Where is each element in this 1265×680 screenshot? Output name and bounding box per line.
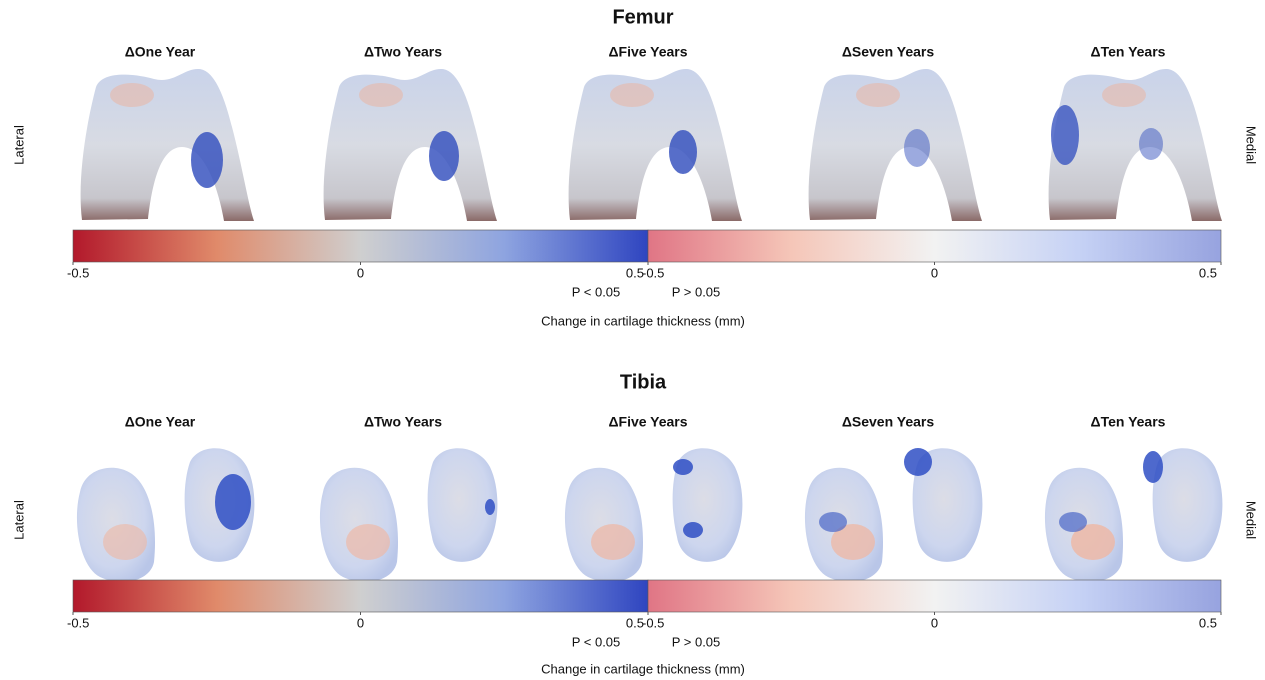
significance-label: P > 0.05 [672, 634, 721, 649]
change-patch [819, 512, 847, 532]
change-patch [856, 83, 900, 107]
femur-render [1049, 69, 1222, 221]
section-title: Tibia [620, 371, 667, 393]
change-patch [669, 130, 697, 174]
column-title: ΔTwo Years [364, 44, 442, 60]
tibia-lateral [805, 468, 883, 582]
significance-label: P < 0.05 [572, 634, 621, 649]
tibia-surface [320, 468, 398, 582]
side-label: Lateral [11, 125, 26, 165]
side-label: Medial [1244, 126, 1259, 164]
tibia-lateral [77, 468, 155, 582]
tibia-surface [77, 468, 155, 582]
tibia-surface [565, 468, 643, 582]
femur-render [81, 69, 254, 221]
tick-label: 0 [931, 265, 938, 280]
femur-render [324, 69, 497, 221]
colorbar [73, 580, 648, 612]
column-title: ΔOne Year [125, 44, 196, 60]
colorbar [648, 230, 1221, 262]
tibia-lateral [320, 468, 398, 582]
significance-label: P < 0.05 [572, 284, 621, 299]
column-title: ΔFive Years [608, 414, 687, 430]
colorbar [648, 580, 1221, 612]
tibia-medial [1143, 448, 1222, 562]
side-label: Lateral [11, 500, 26, 540]
change-patch [110, 83, 154, 107]
colorbar [73, 230, 648, 262]
column-title: ΔTwo Years [364, 414, 442, 430]
tick-label: -0.5 [642, 265, 664, 280]
change-patch [191, 132, 223, 188]
section-title: Femur [612, 6, 673, 28]
tibia-medial [673, 448, 743, 562]
change-patch [1059, 512, 1087, 532]
tibia-surface [1153, 448, 1223, 562]
change-patch [673, 459, 693, 475]
column-title: ΔSeven Years [842, 414, 935, 430]
change-patch [103, 524, 147, 560]
column-title: ΔOne Year [125, 414, 196, 430]
tick-label: 0.5 [1199, 265, 1217, 280]
change-patch [485, 499, 495, 515]
femur-render [809, 69, 982, 221]
change-patch [346, 524, 390, 560]
column-title: ΔSeven Years [842, 44, 935, 60]
change-patch [429, 131, 459, 181]
femur-surface [569, 69, 742, 221]
column-title: ΔTen Years [1091, 414, 1166, 430]
tick-label: 0.5 [1199, 615, 1217, 630]
tibia-lateral [565, 468, 643, 582]
change-patch [610, 83, 654, 107]
change-patch [904, 129, 930, 167]
tick-label: 0 [357, 265, 364, 280]
change-patch [359, 83, 403, 107]
femur-surface [81, 69, 254, 221]
column-title: ΔFive Years [608, 44, 687, 60]
change-patch [1051, 105, 1079, 165]
femur-render [569, 69, 742, 221]
change-patch [215, 474, 251, 530]
change-patch [591, 524, 635, 560]
change-patch [904, 448, 932, 476]
tibia-medial [904, 448, 982, 562]
colorbar-label: Change in cartilage thickness (mm) [541, 313, 745, 328]
colorbar-label: Change in cartilage thickness (mm) [541, 661, 745, 676]
tibia-medial [428, 448, 498, 562]
tick-label: -0.5 [642, 615, 664, 630]
change-patch [683, 522, 703, 538]
tick-label: 0 [931, 615, 938, 630]
side-label: Medial [1244, 501, 1259, 539]
significance-label: P > 0.05 [672, 284, 721, 299]
tibia-lateral [1045, 468, 1123, 582]
change-patch [1102, 83, 1146, 107]
tibia-medial [185, 448, 255, 562]
figure: Femur ΔOne Year ΔTwo Years ΔFive Years ΔSeve… [0, 0, 1265, 680]
change-patch [1143, 451, 1163, 483]
femur-surface [324, 69, 497, 221]
change-patch [1139, 128, 1163, 160]
tick-label: -0.5 [67, 615, 89, 630]
tick-label: -0.5 [67, 265, 89, 280]
tick-label: 0 [357, 615, 364, 630]
column-title: ΔTen Years [1091, 44, 1166, 60]
